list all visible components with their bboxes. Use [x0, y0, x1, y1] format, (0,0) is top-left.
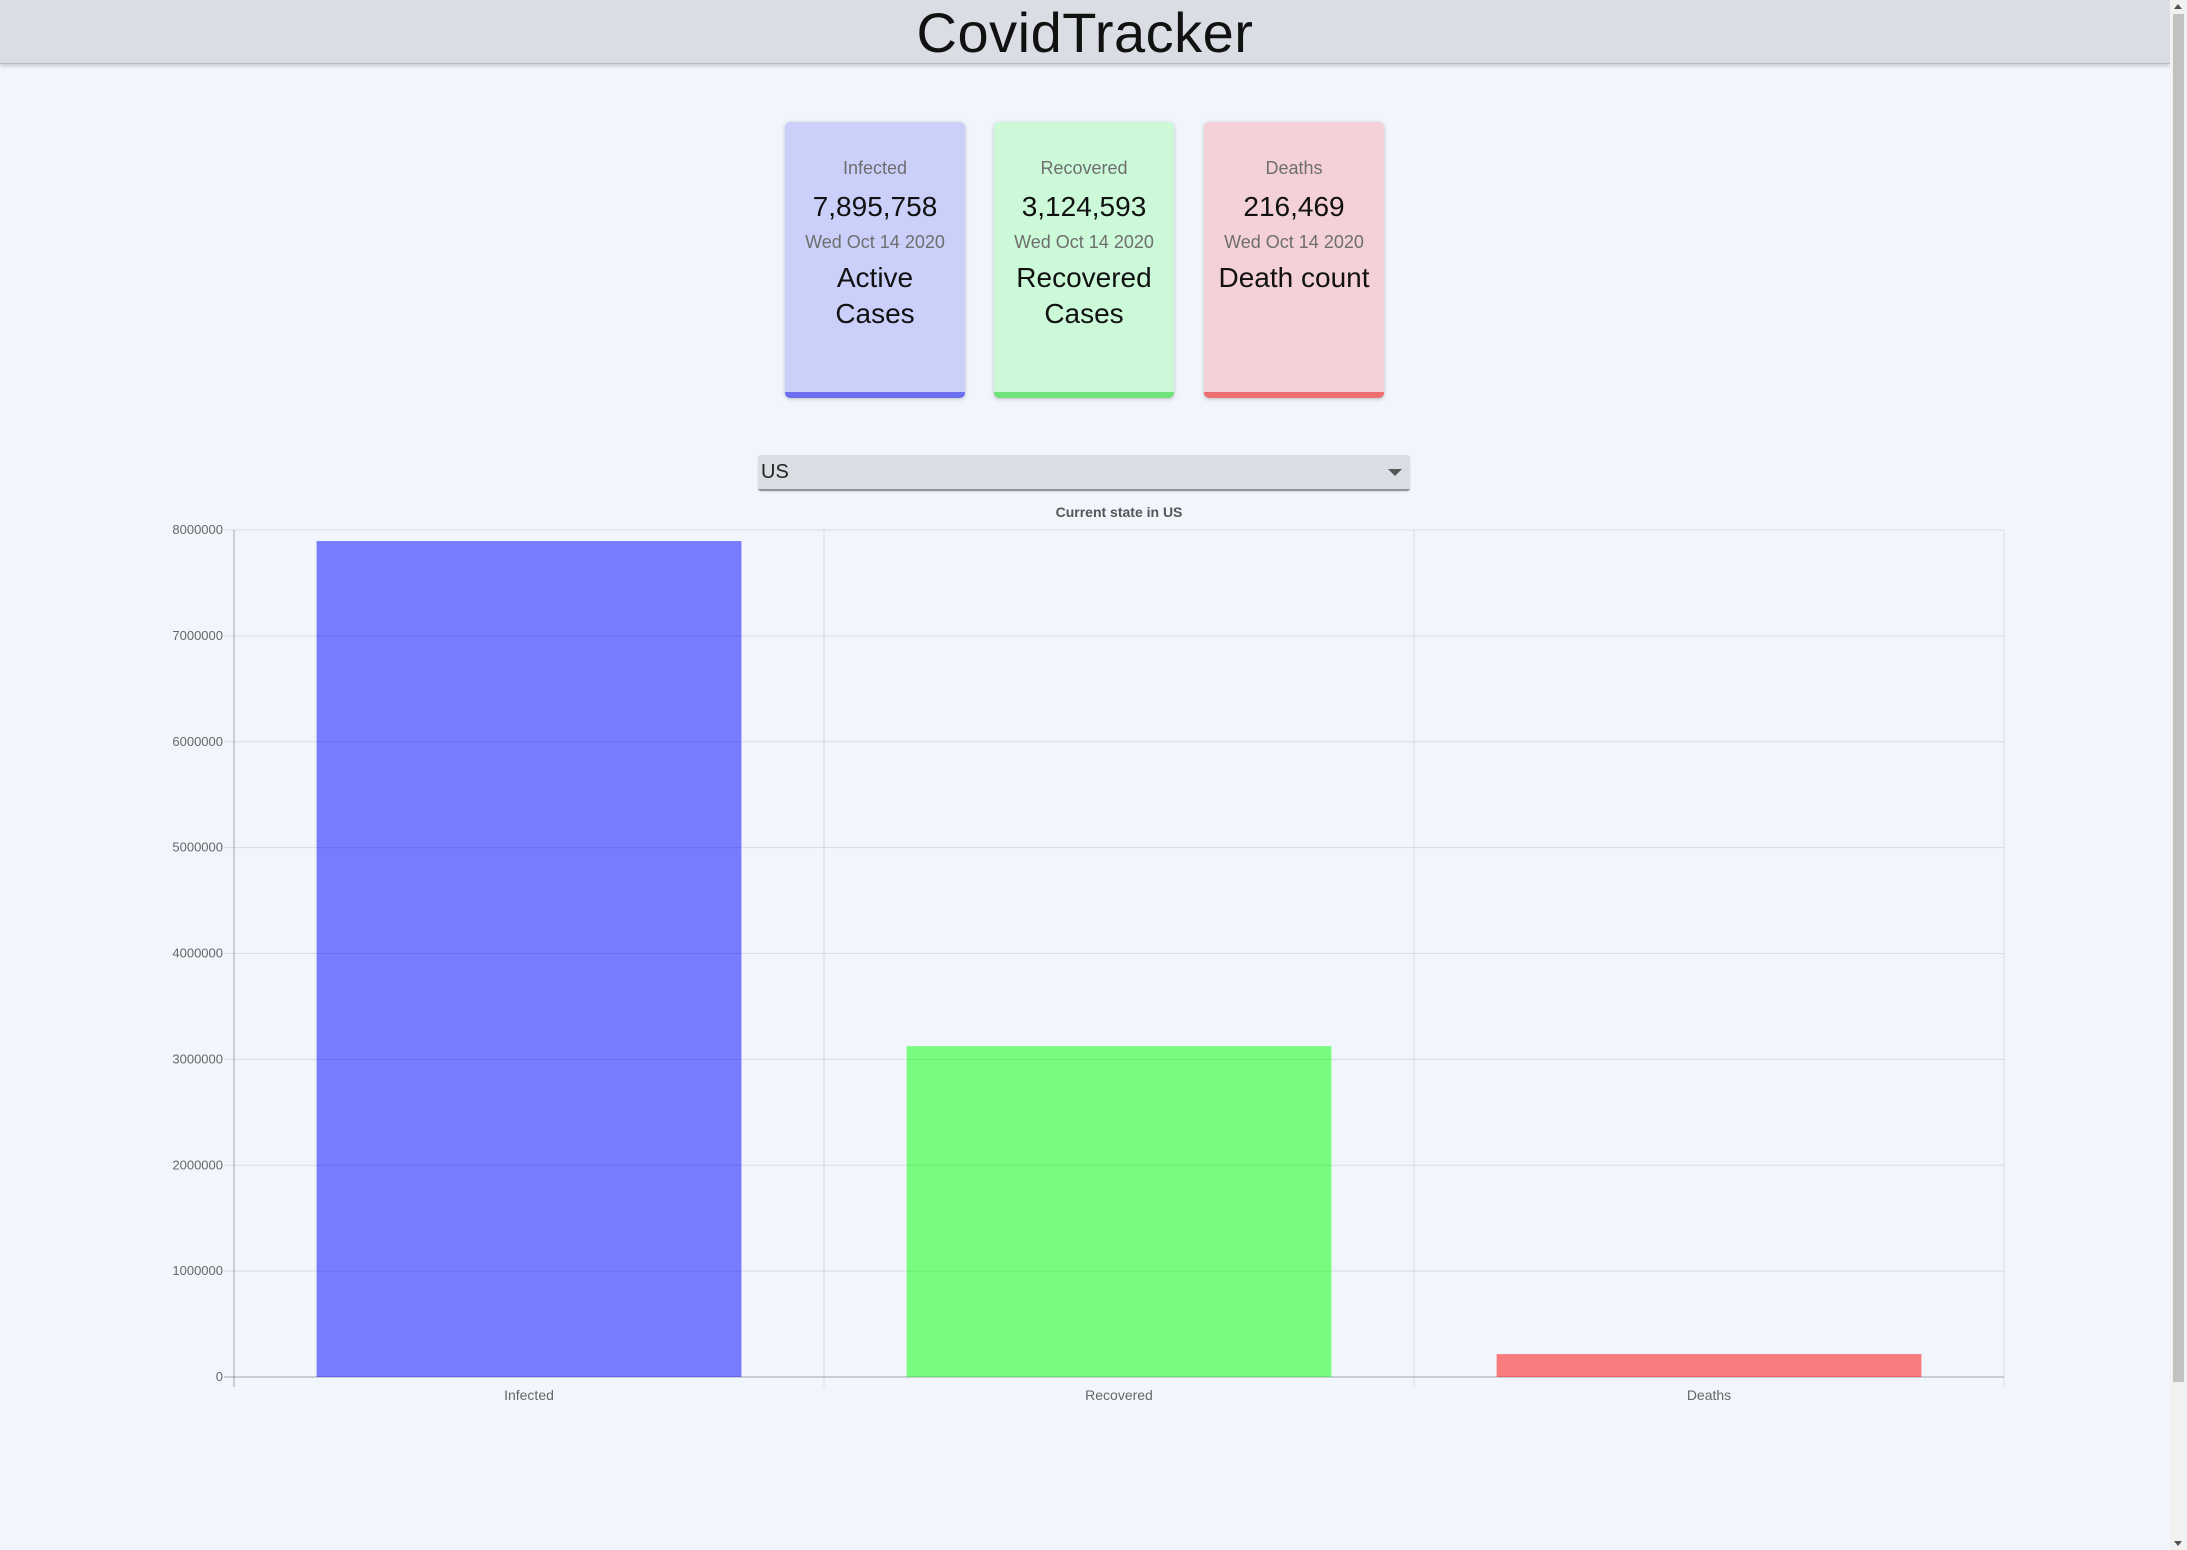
- deaths-description: Death count: [1218, 262, 1370, 293]
- page-scrollbar[interactable]: [2170, 0, 2187, 1550]
- bar-chart: Current state in US 0 1000000 2000000 300000…: [0, 500, 2170, 1420]
- x-tick-label: Recovered: [1085, 1387, 1153, 1403]
- chart-title: Current state in US: [1056, 504, 1183, 520]
- country-select[interactable]: US: [758, 455, 1410, 491]
- scrollbar-thumb[interactable]: [2173, 14, 2184, 1382]
- infected-card: Infected 7,895,758 Wed Oct 14 2020 Activ…: [785, 122, 965, 398]
- infected-count: 7,895,758: [812, 191, 938, 222]
- deaths-date: Wed Oct 14 2020: [1224, 232, 1364, 252]
- bar-infected: [316, 541, 742, 1377]
- infected-date: Wed Oct 14 2020: [805, 232, 945, 252]
- scroll-down-arrow-icon[interactable]: [2174, 1541, 2182, 1546]
- y-tick-label: 7000000: [172, 628, 223, 643]
- y-tick-label: 5000000: [172, 840, 223, 855]
- bar-recovered: [906, 1046, 1332, 1377]
- y-tick-label: 0: [216, 1369, 223, 1384]
- recovered-label: Recovered: [1040, 158, 1128, 178]
- recovered-count: 3,124,593: [1021, 191, 1147, 222]
- recovered-date: Wed Oct 14 2020: [1014, 232, 1154, 252]
- infected-label: Infected: [842, 158, 908, 178]
- y-tick-label: 6000000: [172, 734, 223, 749]
- app-title: CovidTracker: [916, 0, 1254, 64]
- deaths-card: Deaths 216,469 Wed Oct 14 2020 Death cou…: [1204, 122, 1384, 398]
- bar-deaths: [1496, 1354, 1922, 1377]
- y-tick-label: 3000000: [172, 1051, 223, 1066]
- bar-chart-svg: Current state in US 0 1000000 2000000 300000…: [172, 504, 2005, 1403]
- scroll-up-arrow-icon[interactable]: [2174, 4, 2182, 9]
- recovered-card: Recovered 3,124,593 Wed Oct 14 2020 Reco…: [994, 122, 1174, 398]
- infected-description: Active Cases: [835, 262, 915, 329]
- x-tick-label: Infected: [504, 1387, 554, 1403]
- summary-cards: Infected 7,895,758 Wed Oct 14 2020 Activ…: [0, 122, 2170, 398]
- country-select-value: US: [761, 460, 789, 483]
- deaths-label: Deaths: [1265, 158, 1323, 178]
- x-tick-label: Deaths: [1687, 1387, 1731, 1403]
- y-tick-label: 1000000: [172, 1263, 223, 1278]
- y-tick-label: 2000000: [172, 1157, 223, 1172]
- chevron-down-icon[interactable]: [1388, 469, 1402, 476]
- y-tick-label: 8000000: [172, 522, 223, 537]
- y-tick-label: 4000000: [172, 946, 223, 961]
- app-bar: CovidTracker: [0, 0, 2170, 64]
- recovered-description: Recovered Cases: [1016, 262, 1152, 329]
- deaths-count: 216,469: [1243, 191, 1345, 222]
